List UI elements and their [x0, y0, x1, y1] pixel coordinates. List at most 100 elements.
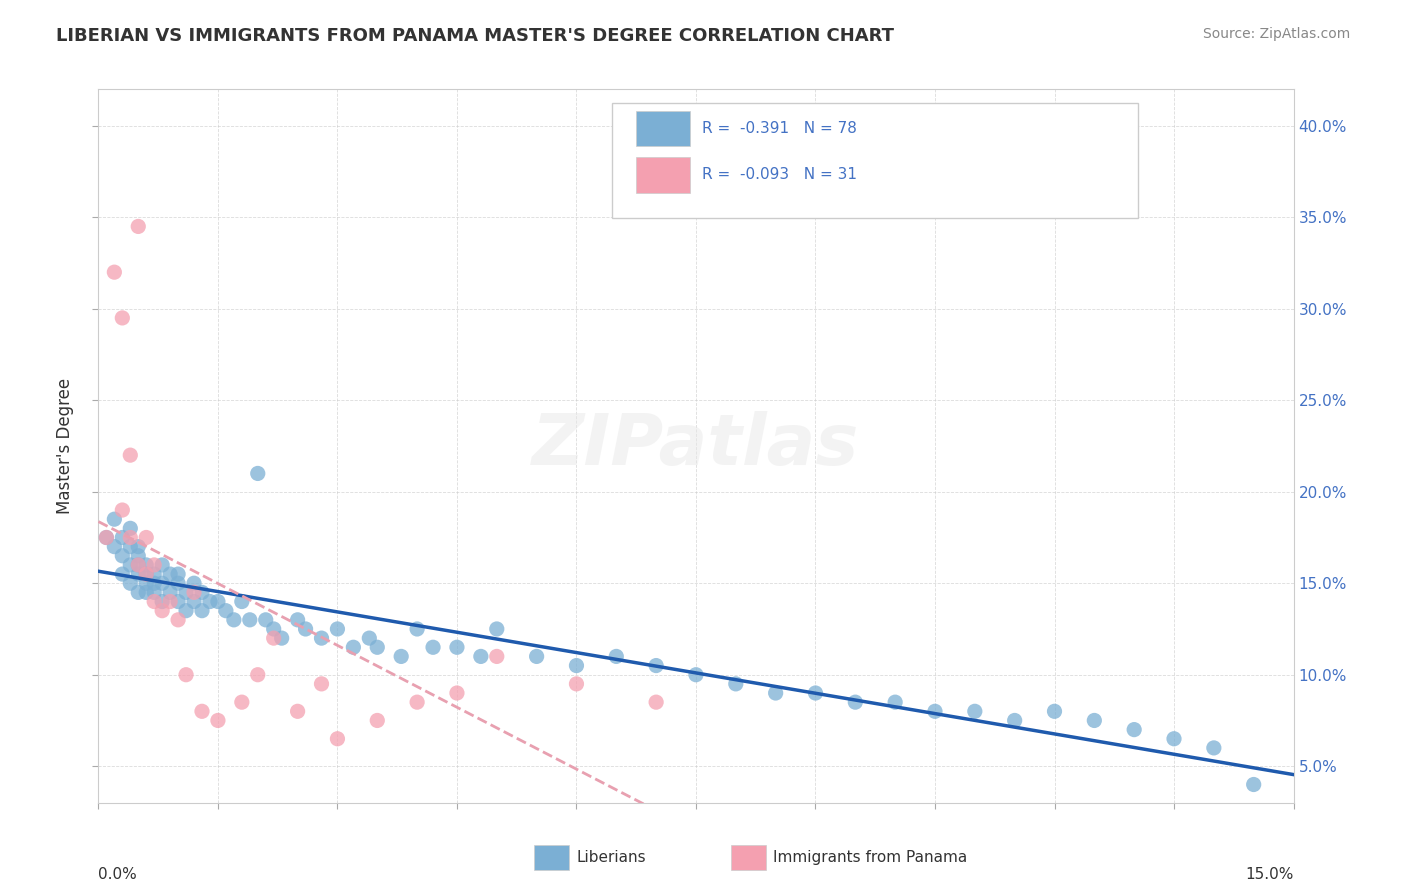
Point	[111, 549, 134, 563]
Point	[159, 594, 181, 608]
Point	[120, 558, 142, 572]
Text: Source: ZipAtlas.com: Source: ZipAtlas.com	[1202, 27, 1350, 41]
Point	[167, 594, 190, 608]
Point	[1043, 704, 1066, 718]
Point	[143, 558, 166, 572]
Text: Liberians: Liberians	[576, 850, 647, 865]
Point	[135, 558, 157, 572]
Point	[422, 640, 444, 655]
Point	[135, 567, 157, 582]
Point	[287, 704, 309, 718]
Point	[254, 613, 277, 627]
Point	[174, 667, 197, 681]
Point	[183, 594, 205, 608]
Point	[605, 649, 627, 664]
Point	[263, 631, 285, 645]
Point	[150, 604, 173, 618]
Point	[231, 695, 253, 709]
Bar	[534, 846, 569, 871]
Point	[159, 585, 181, 599]
Point	[406, 622, 429, 636]
Point	[246, 467, 269, 481]
Point	[111, 503, 134, 517]
Bar	[731, 846, 766, 871]
Point	[287, 613, 309, 627]
Point	[1202, 740, 1225, 755]
Point	[143, 567, 166, 582]
Point	[359, 631, 381, 645]
Point	[207, 714, 229, 728]
Point	[120, 521, 142, 535]
Text: ZIPatlas: ZIPatlas	[533, 411, 859, 481]
Point	[645, 695, 668, 709]
Point	[645, 658, 668, 673]
Text: LIBERIAN VS IMMIGRANTS FROM PANAMA MASTER'S DEGREE CORRELATION CHART: LIBERIAN VS IMMIGRANTS FROM PANAMA MASTE…	[56, 27, 894, 45]
Point	[111, 567, 134, 582]
Point	[844, 695, 866, 709]
Point	[198, 594, 221, 608]
Point	[263, 622, 285, 636]
Point	[1004, 714, 1026, 728]
Point	[1083, 714, 1105, 728]
Point	[326, 731, 349, 746]
Point	[191, 585, 214, 599]
Point	[565, 677, 588, 691]
Text: 0.0%: 0.0%	[98, 867, 138, 882]
Point	[270, 631, 292, 645]
Point	[207, 594, 229, 608]
Point	[167, 576, 190, 591]
Point	[135, 576, 157, 591]
Point	[366, 714, 388, 728]
Point	[246, 667, 269, 681]
Point	[111, 310, 134, 325]
Point	[804, 686, 827, 700]
Point	[183, 576, 205, 591]
FancyBboxPatch shape	[637, 157, 690, 193]
Point	[366, 640, 388, 655]
Point	[127, 540, 149, 554]
Point	[150, 558, 173, 572]
Point	[96, 531, 118, 545]
Point	[135, 567, 157, 582]
Point	[406, 695, 429, 709]
Point	[103, 540, 125, 554]
Text: 15.0%: 15.0%	[1246, 867, 1294, 882]
Point	[239, 613, 262, 627]
Point	[1163, 731, 1185, 746]
Point	[342, 640, 364, 655]
Point	[924, 704, 946, 718]
Point	[183, 585, 205, 599]
Y-axis label: Master's Degree: Master's Degree	[56, 378, 75, 514]
Text: R =  -0.391   N = 78: R = -0.391 N = 78	[702, 121, 856, 136]
Point	[724, 677, 747, 691]
Point	[485, 622, 508, 636]
Point	[311, 631, 333, 645]
Point	[150, 576, 173, 591]
Point	[127, 558, 149, 572]
Point	[150, 594, 173, 608]
Point	[143, 576, 166, 591]
Point	[143, 594, 166, 608]
Point	[446, 686, 468, 700]
Point	[167, 613, 190, 627]
Point	[96, 531, 118, 545]
Point	[311, 677, 333, 691]
Point	[389, 649, 412, 664]
Point	[1123, 723, 1146, 737]
Point	[565, 658, 588, 673]
FancyBboxPatch shape	[637, 111, 690, 146]
Point	[120, 531, 142, 545]
Point	[120, 448, 142, 462]
Point	[143, 585, 166, 599]
Point	[685, 667, 707, 681]
Point	[103, 512, 125, 526]
Point	[174, 585, 197, 599]
Point	[127, 549, 149, 563]
Point	[294, 622, 316, 636]
Text: Immigrants from Panama: Immigrants from Panama	[773, 850, 967, 865]
Point	[222, 613, 245, 627]
Point	[135, 531, 157, 545]
Point	[191, 704, 214, 718]
Point	[884, 695, 907, 709]
Point	[485, 649, 508, 664]
